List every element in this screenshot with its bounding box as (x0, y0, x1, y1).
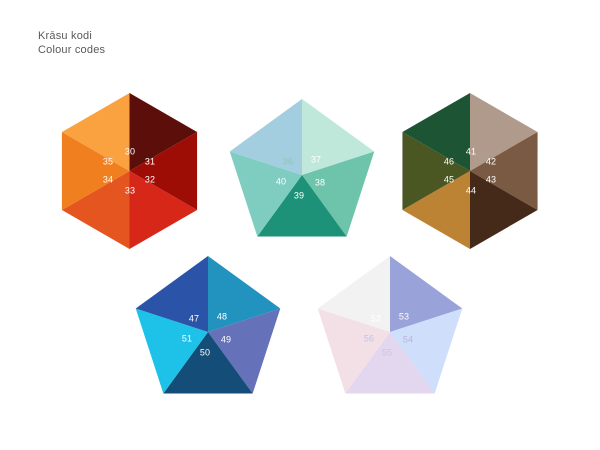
title-latvian: Krāsu kodi (38, 30, 92, 42)
segment-53[interactable] (390, 308, 463, 394)
page-title: Krāsu kodi Colour codes (38, 29, 105, 57)
segment-30[interactable] (129, 93, 198, 171)
segment-label-42: 42 (486, 156, 496, 166)
segment-42[interactable] (470, 132, 538, 210)
segment-46[interactable] (402, 93, 470, 171)
segment-33[interactable] (61, 171, 130, 249)
segment-label-40: 40 (276, 176, 286, 186)
segment-44[interactable] (402, 171, 470, 249)
segment-label-30: 30 (125, 146, 135, 156)
segment-51[interactable] (135, 256, 208, 332)
segment-label-43: 43 (486, 174, 496, 184)
segment-45[interactable] (402, 132, 470, 210)
segment-label-38: 38 (315, 177, 325, 187)
segment-43[interactable] (470, 171, 538, 249)
segment-label-51: 51 (182, 333, 192, 343)
segment-label-49: 49 (221, 334, 231, 344)
segment-label-55: 55 (382, 347, 392, 357)
segment-label-33: 33 (125, 185, 135, 195)
segment-54[interactable] (345, 332, 435, 394)
segment-36[interactable] (302, 99, 375, 175)
title-english: Colour codes (38, 44, 106, 56)
segment-40[interactable] (229, 99, 302, 175)
segment-label-39: 39 (294, 190, 304, 200)
segment-label-36: 36 (283, 156, 293, 166)
segment-label-47: 47 (189, 313, 199, 323)
segment-label-50: 50 (200, 347, 210, 357)
segment-label-31: 31 (145, 156, 155, 166)
segment-label-46: 46 (444, 156, 454, 166)
segment-56[interactable] (317, 256, 390, 332)
segment-55[interactable] (317, 308, 390, 394)
segment-38[interactable] (257, 175, 347, 237)
segment-label-41: 41 (466, 146, 476, 156)
segment-label-45: 45 (444, 174, 454, 184)
segment-39[interactable] (229, 151, 302, 237)
segment-49[interactable] (163, 332, 253, 394)
segment-label-52: 52 (371, 313, 381, 323)
segment-label-54: 54 (403, 334, 413, 344)
segment-32[interactable] (129, 171, 198, 249)
segment-label-37: 37 (311, 154, 321, 164)
segment-label-44: 44 (466, 185, 476, 195)
segment-50[interactable] (135, 308, 208, 394)
segment-37[interactable] (302, 151, 375, 237)
pentagon-pastels: 52 53 54 55 56 (317, 256, 463, 394)
segment-label-53: 53 (399, 311, 409, 321)
segment-35[interactable] (61, 93, 130, 171)
segment-52[interactable] (390, 256, 463, 332)
hexagon-warm-reds: 30 31 32 33 34 35 (61, 93, 198, 249)
segment-label-32: 32 (145, 174, 155, 184)
segment-48[interactable] (208, 308, 281, 394)
pentagon-teal-greens: 36 37 38 39 40 (229, 99, 375, 237)
segment-47[interactable] (208, 256, 281, 332)
segment-41[interactable] (470, 93, 538, 171)
pentagon-blues: 47 48 49 50 51 (135, 256, 281, 394)
segment-label-35: 35 (103, 156, 113, 166)
hexagon-earth-tones: 41 42 43 44 45 46 (402, 93, 538, 249)
segment-34[interactable] (61, 132, 130, 210)
segment-label-56: 56 (364, 333, 374, 343)
segment-label-48: 48 (217, 311, 227, 321)
segment-label-34: 34 (103, 174, 113, 184)
segment-31[interactable] (129, 132, 198, 210)
